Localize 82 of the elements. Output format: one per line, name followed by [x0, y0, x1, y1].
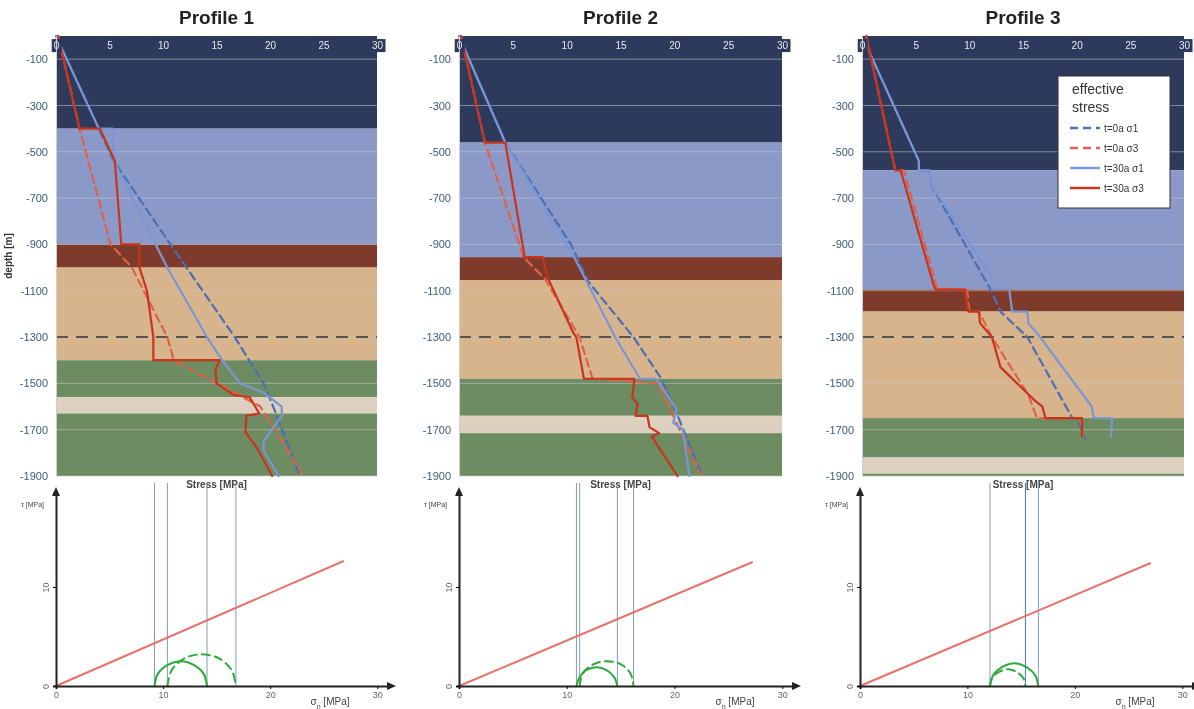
y-tick-label: 10: [443, 582, 454, 593]
y-tick-label: -300: [428, 99, 451, 112]
legend-label: t=0a σ1: [1104, 123, 1139, 134]
y-tick-label: -300: [25, 99, 48, 112]
x-tick-label: 10: [962, 690, 973, 701]
x-tick-label: 30: [777, 690, 788, 701]
y-tick-label: -500: [831, 145, 854, 158]
x-tick-label: 0: [53, 690, 60, 701]
x-axis-title: Stress [MPa]: [590, 479, 651, 490]
x-tick-label: 25: [1125, 40, 1137, 52]
y-tick-label: -100: [25, 53, 48, 66]
y-tick-label: -700: [428, 192, 451, 205]
y-tick-label: -1100: [826, 284, 854, 297]
y-tick-label: -300: [831, 99, 854, 112]
y-tick-label: -100: [428, 53, 451, 66]
legend-title: effective stress: [1072, 81, 1125, 115]
y-tick-label: -1900: [825, 470, 854, 483]
x-tick-label: 30: [1177, 690, 1188, 701]
x-tick-label: 10: [964, 40, 976, 52]
chart-title: Profile 2: [583, 7, 658, 28]
y-tick-label: -500: [25, 145, 48, 158]
y-tick-label: -1700: [422, 423, 451, 436]
x-tick-label: 15: [615, 40, 627, 52]
x-tick-label: 30: [371, 40, 384, 52]
x-tick-label: 5: [510, 40, 517, 52]
x-tick-label: 30: [1178, 40, 1191, 52]
x-tick-label: 20: [1071, 40, 1084, 52]
legend-label: t=30a σ3: [1104, 183, 1145, 194]
y-tick-label: -1900: [422, 470, 451, 483]
chart-title: Profile 1: [179, 7, 255, 28]
y-tick-label: -1700: [825, 423, 854, 436]
x-tick-label: 15: [211, 40, 223, 52]
y-tick-label: -900: [428, 238, 451, 251]
y-tick-label: -700: [25, 192, 48, 205]
x-tick-label: 20: [264, 40, 277, 52]
y-tick-label: -1500: [825, 377, 854, 390]
x-axis-title: Stress [MPa]: [186, 479, 247, 490]
x-tick-label: 30: [776, 40, 789, 52]
y-tick-label: 10: [844, 582, 855, 593]
y-axis-title: depth [m]: [3, 233, 14, 279]
y-tick-label: -500: [428, 145, 451, 158]
x-tick-label: 5: [107, 40, 114, 52]
y-tick-label: 10: [40, 582, 51, 593]
x-tick-label: 20: [669, 40, 681, 52]
x-axis-title: Stress [MPa]: [992, 479, 1054, 490]
legend-label: t=0a σ3: [1104, 143, 1139, 154]
x-tick-label: 15: [1017, 40, 1030, 52]
x-tick-label: 10: [561, 40, 574, 52]
x-tick-label: 0: [857, 690, 864, 701]
y-tick-label: -1500: [422, 377, 451, 390]
y-tick-label: 0: [40, 683, 51, 690]
y-tick-label: -700: [831, 192, 854, 205]
y-tick-label: -900: [831, 238, 854, 251]
chart-title: Profile 3: [985, 7, 1061, 28]
legend-label: t=30a σ1: [1104, 163, 1145, 174]
y-tick-label: -1100: [20, 284, 48, 297]
y-tick-label: -1900: [19, 470, 48, 483]
x-axis-title: σ$_{n}$ [MPa]: [1115, 696, 1155, 709]
line-series: [578, 660, 635, 687]
y-tick-label: -100: [831, 53, 854, 66]
x-tick-label: 5: [913, 40, 920, 52]
y-tick-label: -1100: [423, 284, 451, 297]
y-tick-label: -900: [25, 238, 48, 251]
x-tick-label: 10: [158, 690, 169, 701]
x-tick-label: 25: [318, 40, 330, 52]
y-tick-label: -1500: [19, 377, 48, 390]
x-axis-title: σ$_{n}$ [MPa]: [310, 696, 350, 709]
x-tick-label: 10: [157, 40, 170, 52]
x-tick-label: 20: [1070, 690, 1081, 701]
y-tick-label: -1300: [825, 331, 854, 344]
y-tick-label: 0: [443, 683, 454, 690]
x-tick-label: 20: [669, 690, 680, 701]
x-tick-label: 10: [562, 690, 573, 701]
x-tick-label: 0: [456, 690, 463, 701]
x-axis-title: σ$_{n}$ [MPa]: [715, 696, 755, 709]
x-tick-label: 25: [723, 40, 735, 52]
x-tick-label: 30: [372, 690, 383, 701]
y-tick-label: -1300: [422, 331, 451, 344]
x-tick-label: 20: [265, 690, 276, 701]
y-tick-label: -1700: [19, 423, 48, 436]
y-tick-label: -1300: [19, 331, 48, 344]
y-tick-label: 0: [844, 683, 855, 690]
